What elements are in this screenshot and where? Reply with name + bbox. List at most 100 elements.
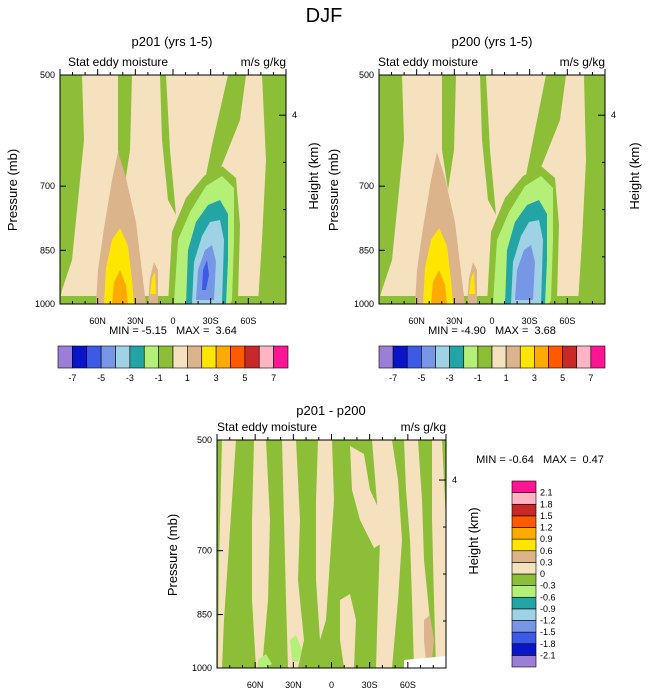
colorbar-label: 1.8 <box>540 499 553 509</box>
colorbar-box <box>576 345 592 369</box>
colorbar-box <box>406 345 422 369</box>
colorbar-label: 1.2 <box>540 523 553 533</box>
colorbar-label: -1 <box>474 373 482 383</box>
left-string: Stat eddy moisture <box>217 420 317 434</box>
contour-field <box>60 75 286 304</box>
colorbar-label: -0.6 <box>540 592 556 602</box>
colorbar-box <box>449 345 465 369</box>
colorbar-box <box>143 345 159 369</box>
colorbar-box <box>511 538 537 552</box>
colorbar-label: -0.3 <box>540 581 556 591</box>
colorbar-box <box>511 631 537 645</box>
colorbar-label: -5 <box>97 373 105 383</box>
right-string: m/s g/kg <box>241 55 286 69</box>
colorbar-label: -1.8 <box>540 639 556 649</box>
x-axis: 60N 30N 0 30S 60S <box>378 69 606 326</box>
y-axis: 500 700 850 1000 4 <box>35 70 297 309</box>
height-tick-label: 4 <box>611 110 616 120</box>
colorbar-box <box>511 480 537 493</box>
right-string: m/s g/kg <box>560 55 605 69</box>
colorbar: -7 -5 -3 -1 1 3 5 7 <box>378 345 606 383</box>
colorbar-box <box>519 345 535 369</box>
colorbar-label: 2.1 <box>540 488 553 498</box>
colorbar-label: 5 <box>242 373 247 383</box>
colorbar-label: 0.6 <box>540 546 553 556</box>
x-axis: 60N 30N 0 30S 60S <box>59 69 287 326</box>
colorbar-label: -3 <box>446 373 454 383</box>
y-tick-label: 850 <box>197 610 212 620</box>
min-max-label: MIN = -5.15 MAX = 3.64 <box>109 325 237 337</box>
height-tick-label: 4 <box>452 475 457 485</box>
y-tick-label: 1000 <box>35 299 55 309</box>
colorbar-box <box>590 345 606 369</box>
colorbar-box <box>511 503 537 517</box>
colorbar-box <box>158 345 174 369</box>
contour-field <box>217 440 446 668</box>
colorbar: 2.11.81.51.20.90.60.30-0.3-0.6-0.9-1.2-1… <box>511 480 556 668</box>
right-string: m/s g/kg <box>401 420 446 434</box>
colorbar-box <box>378 345 394 369</box>
left-string: Stat eddy moisture <box>378 55 478 69</box>
x-tick-label: 30N <box>285 680 302 690</box>
colorbar-box <box>477 345 493 369</box>
x-tick-label: 60S <box>400 680 416 690</box>
colorbar-box <box>511 655 537 668</box>
colorbar-box <box>187 345 203 369</box>
y-tick-label: 700 <box>40 181 55 191</box>
colorbar-box <box>505 345 521 369</box>
panel-title: p200 (yrs 1-5) <box>452 34 533 49</box>
y-axis-label: Pressure (mb) <box>326 149 341 231</box>
colorbar-box <box>201 345 217 369</box>
panel-title: p201 - p200 <box>296 403 365 418</box>
colorbar-label: 1.5 <box>540 511 553 521</box>
x-tick-label: 60N <box>247 680 264 690</box>
colorbar-box <box>172 345 188 369</box>
y-tick-label: 850 <box>359 245 374 255</box>
colorbar-box <box>392 345 408 369</box>
colorbar: -7 -5 -3 -1 1 3 5 7 <box>57 345 289 383</box>
colorbar-box <box>491 345 507 369</box>
colorbar-box <box>562 345 578 369</box>
colorbar-label: -5 <box>417 373 425 383</box>
y-tick-label: 1000 <box>192 663 212 673</box>
colorbar-box <box>511 562 537 575</box>
colorbar-box <box>115 345 131 369</box>
y-axis-label: Pressure (mb) <box>5 149 20 231</box>
colorbar-box <box>72 345 88 369</box>
colorbar-label: 0.9 <box>540 534 553 544</box>
y-tick-label: 500 <box>40 70 55 80</box>
panel-p201: p201 (yrs 1-5) Stat eddy moisture m/s g/… <box>5 34 321 383</box>
colorbar-box <box>511 492 537 505</box>
colorbar-label: -7 <box>68 373 76 383</box>
colorbar-label: 1 <box>185 373 190 383</box>
colorbar-box <box>511 608 537 621</box>
colorbar-box <box>129 345 145 369</box>
y-tick-label: 500 <box>359 70 374 80</box>
colorbar-box <box>86 345 102 369</box>
panel-difference: p201 - p200 Stat eddy moisture m/s g/kg … <box>165 403 604 690</box>
colorbar-box <box>534 345 549 369</box>
colorbar-box <box>511 573 537 586</box>
colorbar-label: 0 <box>540 569 545 579</box>
colorbar-box <box>511 515 537 528</box>
y-tick-label: 700 <box>197 546 212 556</box>
x-tick-label: 60N <box>408 316 425 326</box>
colorbar-label: 7 <box>271 373 276 383</box>
colorbar-label: -7 <box>389 373 397 383</box>
min-max-label: MIN = -4.90 MAX = 3.68 <box>428 325 556 337</box>
colorbar-box <box>548 345 563 369</box>
colorbar-label: 0.3 <box>540 557 553 567</box>
right-axis-label: Height (km) <box>466 507 481 574</box>
colorbar-label: -2.1 <box>540 650 556 660</box>
colorbar-label: 3 <box>532 373 537 383</box>
colorbar-box <box>273 345 289 369</box>
x-tick-label: 60N <box>89 316 106 326</box>
x-tick-label: 30N <box>127 316 144 326</box>
colorbar-label: -3 <box>126 373 134 383</box>
colorbar-box <box>511 596 537 610</box>
x-tick-label: 0 <box>170 316 175 326</box>
y-tick-label: 1000 <box>354 299 374 309</box>
x-tick-label: 0 <box>489 316 494 326</box>
colorbar-box <box>511 550 537 563</box>
